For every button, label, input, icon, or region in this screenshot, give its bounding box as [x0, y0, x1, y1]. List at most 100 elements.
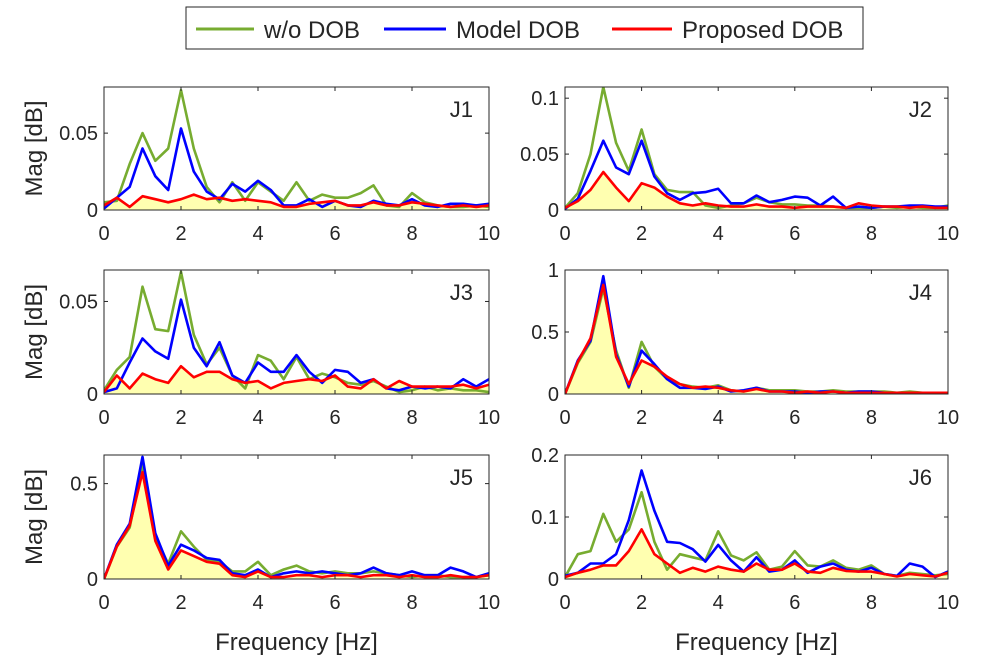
x-tick-label: 10 [478, 223, 500, 245]
y-tick-label: 0.5 [531, 322, 559, 344]
x-tick-label: 8 [406, 223, 417, 245]
x-tick-label: 0 [98, 592, 109, 614]
x-tick-label: 4 [713, 407, 724, 429]
y-tick-label: 0.1 [531, 88, 559, 110]
x-tick-label: 2 [636, 223, 647, 245]
series-line-proposed-dob [104, 364, 489, 393]
y-tick-label: 0 [87, 569, 98, 591]
plot-content-j4 [565, 274, 948, 394]
y-tick-label: 0.1 [531, 507, 559, 529]
subplot-j3: 0 2 4 6 8 10 0 0.05 J3 Mag [dB] [21, 269, 500, 429]
x-tick-label: 6 [329, 592, 340, 614]
series-line-proposed-dob [565, 283, 948, 394]
y-tick-label: 0 [87, 200, 98, 222]
x-tick-label: 2 [175, 407, 186, 429]
series-line-proposed-dob [104, 470, 489, 579]
x-tick-label: 10 [478, 592, 500, 614]
series-line-model-dob [104, 455, 489, 579]
subplot-j4: 0 2 4 6 8 10 0 0.5 1 J4 [531, 260, 959, 429]
x-tick-label: 4 [713, 592, 724, 614]
proposed-fill-area [565, 171, 948, 210]
plot-content-j1 [104, 88, 489, 210]
x-tick-label: 0 [559, 407, 570, 429]
x-tick-label: 10 [937, 407, 959, 429]
series-line-model-dob [104, 298, 489, 394]
y-tick-label: 0 [548, 569, 559, 591]
x-tick-label: 0 [98, 407, 109, 429]
axes-frame-j5 [103, 454, 490, 580]
y-tick-label: 0 [548, 200, 559, 222]
x-tick-label: 2 [175, 223, 186, 245]
panel-label-j4: J4 [909, 280, 932, 305]
proposed-fill-area [104, 472, 489, 579]
x-tick-label: 6 [789, 592, 800, 614]
proposed-fill-area [565, 529, 948, 579]
y-tick-label: 0.5 [70, 474, 98, 496]
panel-label-j5: J5 [450, 465, 473, 490]
x-tick-label: 8 [406, 592, 417, 614]
legend-label-wo-dob: w/o DOB [263, 17, 360, 44]
x-tick-label: 10 [478, 407, 500, 429]
plot-area-j2 [565, 87, 948, 210]
x-tick-label: 8 [406, 407, 417, 429]
x-tick-label: 10 [937, 592, 959, 614]
x-tick-label: 2 [636, 407, 647, 429]
x-tick-label: 0 [559, 592, 570, 614]
legend-box [185, 6, 864, 50]
x-tick-label: 8 [866, 407, 877, 429]
x-tick-label: 8 [866, 592, 877, 614]
y-tick-label: 0 [87, 384, 98, 406]
axes-frame-j1 [103, 86, 490, 211]
series-line-proposed-dob [565, 528, 948, 579]
plot-content-j2 [565, 87, 948, 210]
x-tick-label: 0 [559, 223, 570, 245]
x-axis-label: Frequency [Hz] [675, 629, 838, 656]
plot-area-j5 [104, 455, 489, 579]
panel-label-j2: J2 [909, 97, 932, 122]
x-tick-label: 6 [329, 223, 340, 245]
plot-content-j6 [565, 469, 948, 579]
series-line-proposed-dob [565, 170, 948, 210]
x-tick-label: 4 [252, 407, 263, 429]
subplot-j1: 0 2 4 6 8 10 0 0.05 J1 Mag [dB] [21, 86, 500, 245]
series-line-w-o-dob [104, 88, 489, 209]
x-tick-label: 4 [252, 592, 263, 614]
plot-content-j5 [104, 455, 489, 579]
axes-frame-j3 [103, 269, 490, 395]
panel-label-j3: J3 [450, 280, 473, 305]
legend-label-model-dob: Model DOB [456, 17, 580, 44]
proposed-fill-area [104, 366, 489, 394]
x-tick-label: 4 [713, 223, 724, 245]
x-axis-label: Frequency [Hz] [215, 629, 378, 656]
x-tick-label: 2 [175, 592, 186, 614]
panel-label-j6: J6 [909, 465, 932, 490]
x-tick-label: 2 [636, 592, 647, 614]
x-tick-label: 0 [98, 223, 109, 245]
x-tick-label: 10 [937, 223, 959, 245]
subplot-j5: 0 2 4 6 8 10 0 0.5 J5 Mag [dB] Frequency [Hz] [21, 454, 500, 656]
axes-frame-j2 [564, 86, 949, 211]
legend: w/o DOB Model DOB Proposed DOB [185, 6, 864, 50]
plot-area-j3 [104, 270, 489, 394]
legend-label-proposed-dob: Proposed DOB [682, 17, 843, 44]
series-line-model-dob [104, 127, 489, 210]
panel-label-j1: J1 [450, 97, 473, 122]
x-tick-label: 8 [866, 223, 877, 245]
plot-area-j4 [565, 270, 948, 394]
y-axis-label: Mag [dB] [21, 284, 48, 380]
y-axis-label: Mag [dB] [21, 100, 48, 196]
y-tick-label: 0.05 [59, 291, 98, 313]
proposed-fill-area [565, 284, 948, 394]
plot-content-j3 [104, 270, 489, 394]
subplot-j2: 0 2 4 6 8 10 0 0.05 0.1 J2 [520, 86, 959, 245]
x-tick-label: 6 [789, 407, 800, 429]
y-tick-label: 0.05 [520, 144, 559, 166]
plot-area-j1 [104, 87, 489, 210]
subplot-j6: 0 2 4 6 8 10 0 0.1 0.2 J6 Frequency [Hz] [531, 445, 959, 656]
x-tick-label: 6 [329, 407, 340, 429]
y-axis-label: Mag [dB] [21, 469, 48, 565]
y-tick-label: 1 [548, 260, 559, 282]
y-tick-label: 0 [548, 384, 559, 406]
x-tick-label: 6 [789, 223, 800, 245]
